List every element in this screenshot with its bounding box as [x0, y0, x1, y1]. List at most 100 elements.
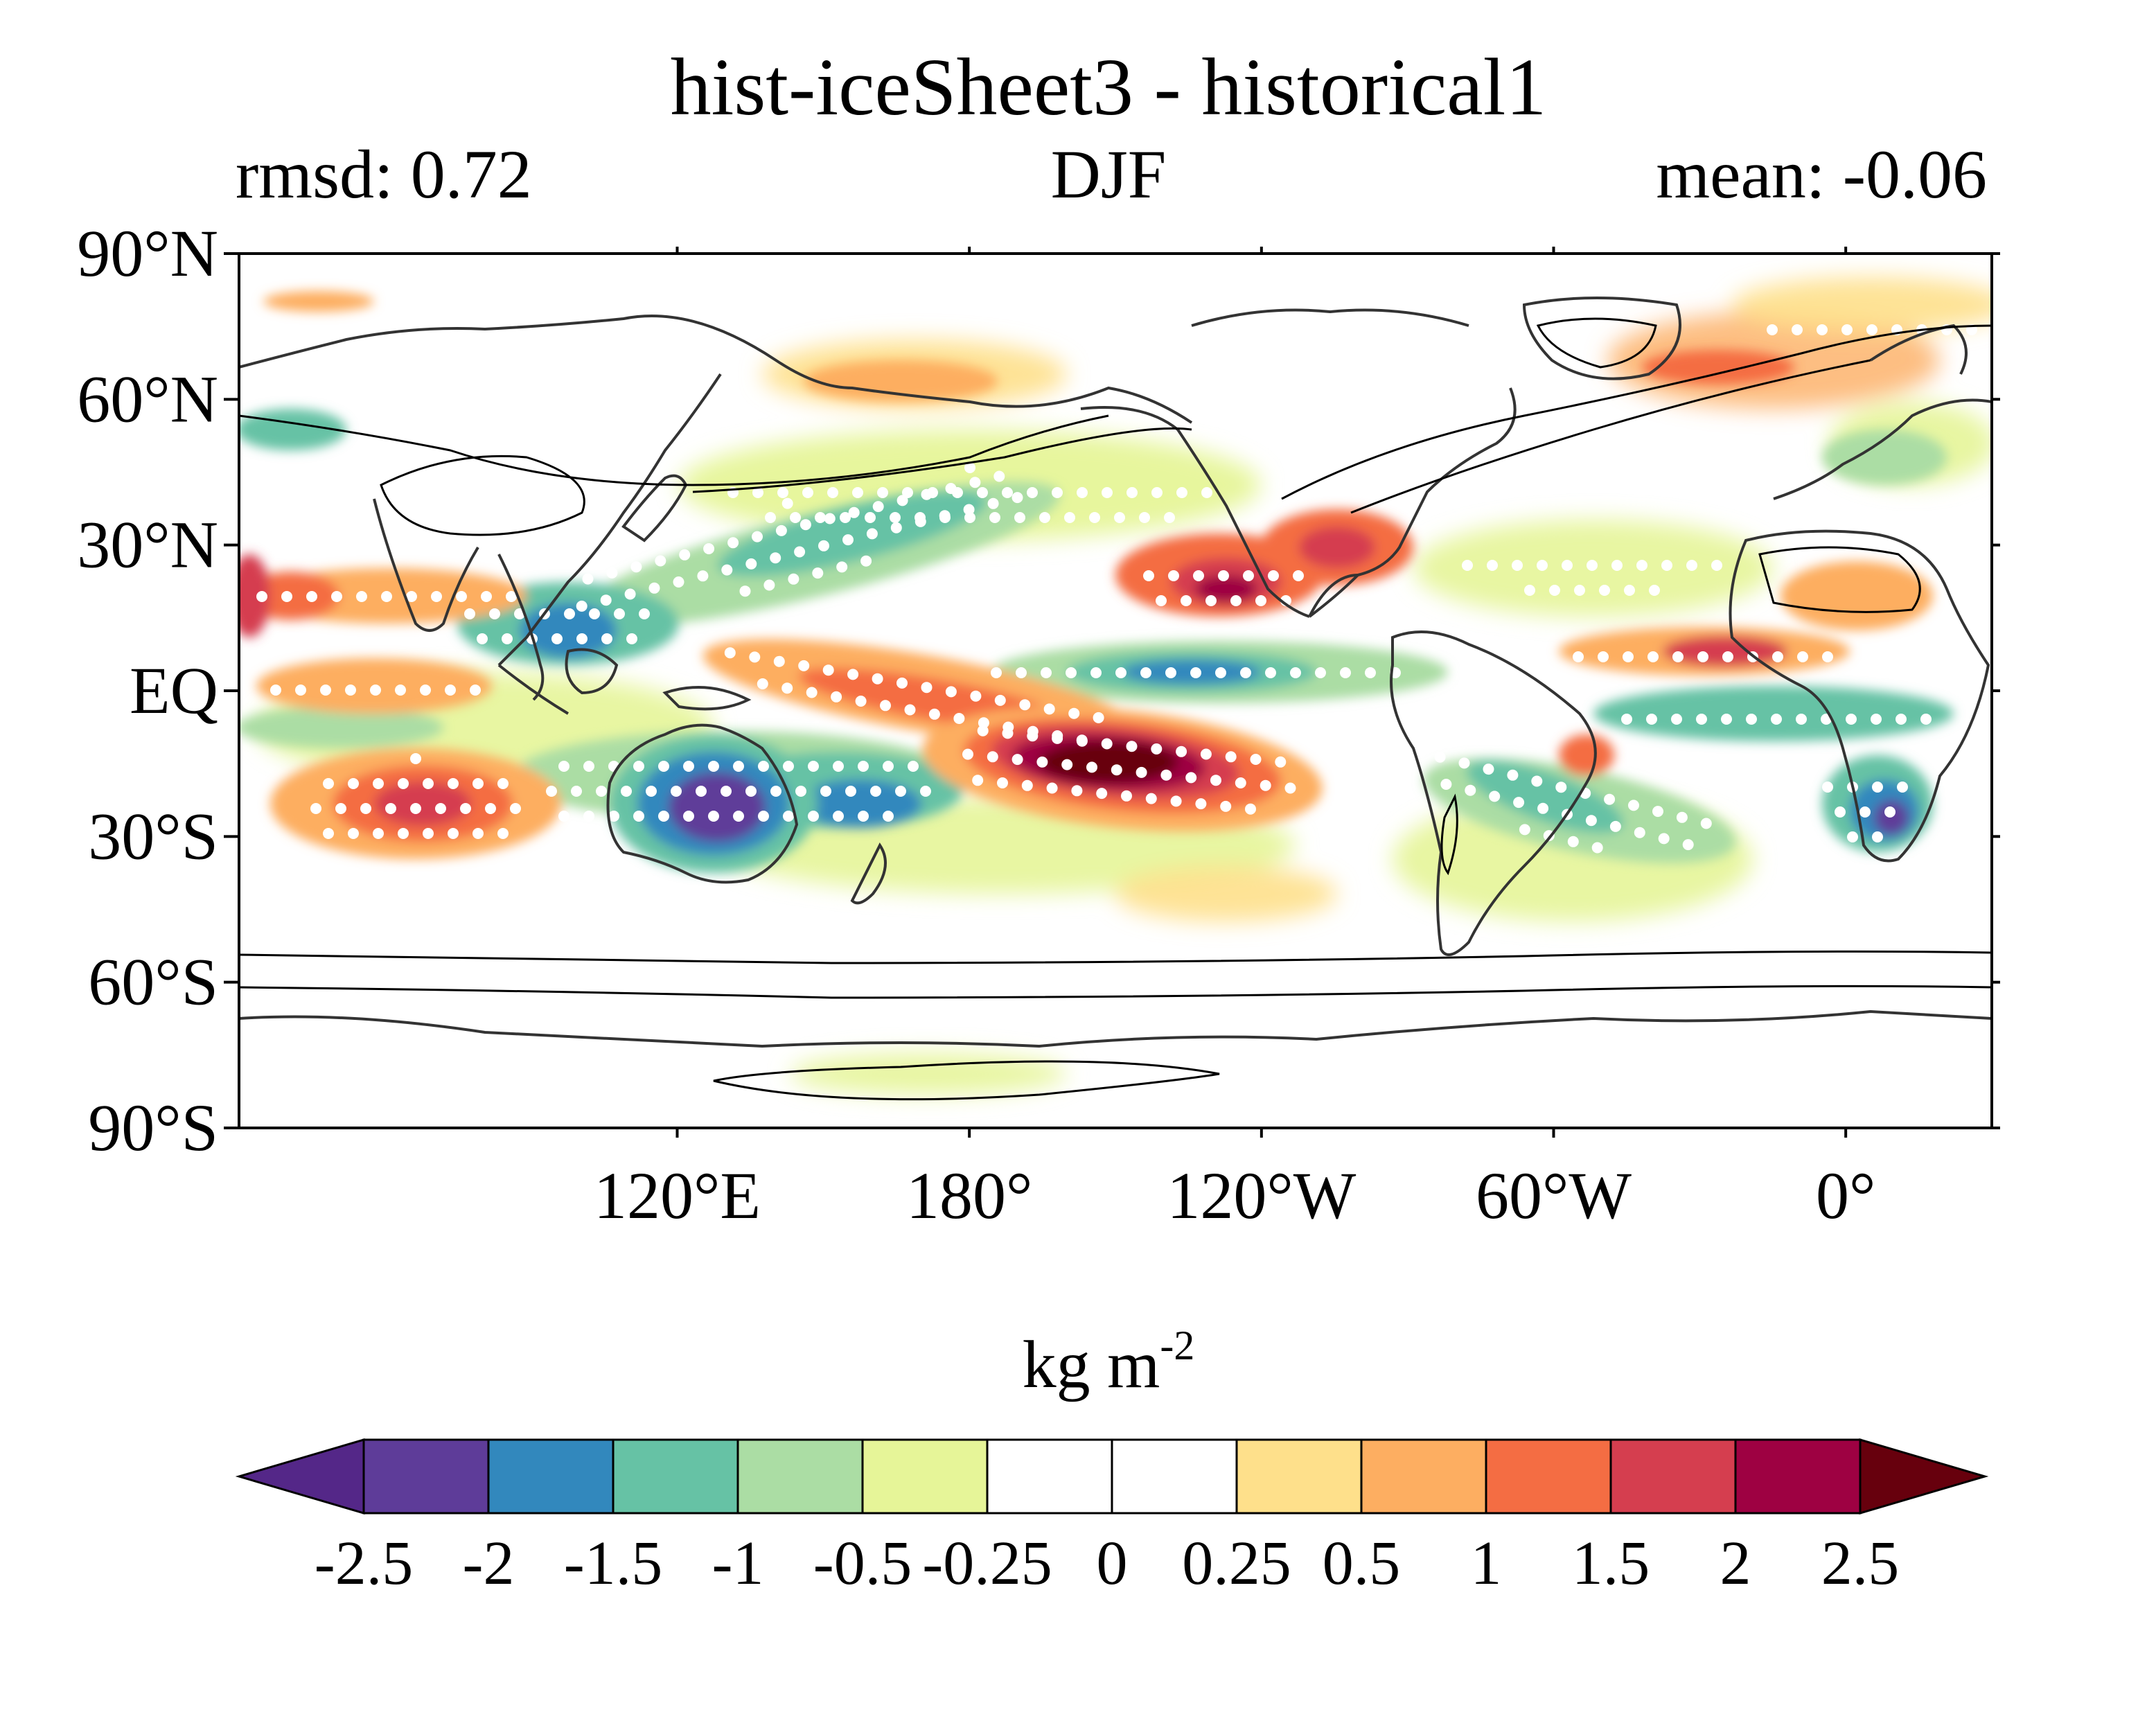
x-axis: 120°E 180° 120°W 60°W 0° [594, 247, 1875, 1233]
stipple-dot [727, 537, 739, 549]
colorbar-tick-label: 1 [1471, 1529, 1502, 1598]
stipple-dot [1193, 570, 1204, 581]
stipple-dot [630, 561, 642, 573]
colorbar-swatch [1609, 1438, 1737, 1515]
stipple-dot [927, 487, 938, 498]
stipple-dot [880, 700, 891, 712]
coast-greenland [1522, 297, 1681, 380]
pos-arctic-north-pacific [263, 291, 374, 312]
stipple-dot [1537, 560, 1548, 571]
colorbar-swatch [1734, 1438, 1862, 1515]
stat-mean: mean: -0.06 [1656, 136, 1987, 213]
stipple-dot [546, 786, 557, 797]
stipple-dot [1205, 595, 1217, 606]
stipple-dot [601, 633, 612, 644]
stipple-dot [589, 608, 600, 619]
stipple-dot [1021, 779, 1033, 791]
stipple-dot [431, 591, 442, 602]
y-tick-label: 60°S [88, 945, 218, 1019]
stipple-dot [1434, 751, 1446, 763]
stipple-dot [1218, 570, 1229, 581]
neg-tropical-atlantic [1593, 686, 1954, 741]
stipple-dot [1872, 782, 1883, 793]
stipple-dot [1235, 777, 1246, 788]
stipple-dot [1711, 560, 1722, 571]
stipple-dot [953, 713, 965, 724]
colorbar-tick-label: -1 [712, 1529, 764, 1598]
stipple-dot [448, 828, 459, 839]
stipple-dot [655, 555, 666, 567]
stipple-dot [472, 828, 484, 839]
stipple-dot [708, 811, 719, 822]
stipple-dot [1185, 772, 1197, 784]
stipple-dot [485, 803, 496, 814]
stipple-dot [752, 531, 763, 542]
stipple-dot [790, 512, 801, 523]
stipple-dot [1846, 714, 1857, 725]
coast-new-zealand [850, 842, 887, 905]
stipple-dot [1604, 793, 1616, 805]
stipple-dot [385, 803, 396, 814]
stipple-dot [1462, 560, 1473, 571]
stipple-dot [836, 561, 848, 573]
contour-greenland [1536, 317, 1657, 369]
stipple-dot [671, 786, 682, 797]
stipple-dot [858, 811, 869, 822]
stipple-dot [783, 811, 794, 822]
stipple-dot [356, 591, 367, 602]
stipple-dot [281, 591, 292, 602]
stipple-dot [1011, 492, 1023, 504]
pos-tropical-north-atlantic-core [1663, 636, 1787, 667]
stipple-dot [564, 608, 575, 619]
stipple-dot [1290, 667, 1301, 678]
stipple-dot [435, 803, 446, 814]
stipple-dot [633, 811, 644, 822]
stipple-dot [1143, 570, 1154, 581]
stipple-dot [1722, 651, 1733, 662]
stipple-dot [969, 477, 981, 488]
coast-north-america-east [1308, 387, 1517, 618]
stipple-dot [256, 591, 267, 602]
stipple-dot [582, 573, 594, 585]
stipple-dot [1071, 785, 1083, 797]
stipple-dot [423, 828, 434, 839]
stipple-dot [1649, 585, 1660, 596]
stipple-dot [600, 594, 612, 606]
stipple-dot [1019, 699, 1031, 711]
colorbar-label-exponent: -2 [1160, 1323, 1194, 1368]
stipple-dot [749, 651, 761, 663]
stipple-dot [1201, 487, 1212, 498]
stipple-dot [1126, 487, 1138, 498]
stipple-dot [775, 524, 787, 536]
stipple-dot [1066, 667, 1077, 678]
map-title: hist-iceSheet3 - historical1 [671, 42, 1547, 132]
colorbar-label-main: kg m [1023, 1327, 1160, 1402]
stipple-dot [783, 761, 794, 772]
stipple-dot [827, 487, 838, 498]
stipple-dot [470, 685, 481, 696]
stipple-dot [1002, 487, 1013, 498]
stipple-dot [331, 591, 342, 602]
coast-asia-north [239, 315, 1193, 424]
stipple-dot [410, 753, 421, 764]
stipple-dot [1165, 667, 1176, 678]
stipple-dot [497, 828, 509, 839]
stipple-dot [1549, 585, 1560, 596]
stipple-dot [1027, 487, 1038, 498]
stipple-dot [872, 673, 883, 685]
stipple-dot [1243, 570, 1254, 581]
stipple-dot [877, 487, 888, 498]
coast-sumatra [497, 664, 569, 715]
stipple-dot [1507, 769, 1519, 781]
stipple-dot [1151, 487, 1163, 498]
stipple-dot [360, 803, 371, 814]
stipple-dot [1115, 667, 1126, 678]
stipple-dot [870, 786, 881, 797]
stipple-dot [1647, 651, 1659, 662]
stipple-dot [697, 570, 709, 582]
colorbar-tick-label: -0.5 [813, 1529, 912, 1598]
stipple-dot [977, 487, 988, 498]
stipple-dot [763, 579, 775, 591]
colorbar-swatch [736, 1438, 864, 1515]
stipple-dot [1293, 570, 1304, 581]
